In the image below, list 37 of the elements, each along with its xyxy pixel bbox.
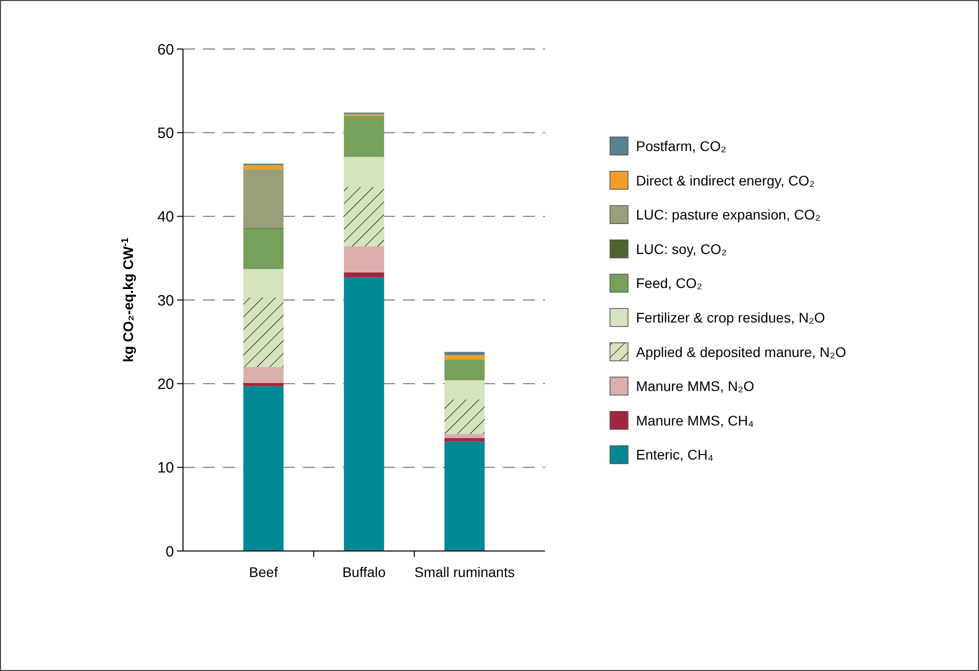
y-tick-label: 0: [166, 543, 174, 560]
x-tick-label: Beef: [249, 564, 278, 580]
bar: [444, 438, 485, 442]
legend-label: Manure MMS, N₂O: [636, 378, 754, 394]
bar: [344, 277, 384, 551]
bar: [243, 169, 284, 228]
legend-label: Feed, CO₂: [636, 275, 702, 292]
bar: [444, 355, 485, 360]
bar: [243, 228, 284, 270]
bar: [243, 366, 284, 383]
bar: [344, 116, 384, 157]
legend-label: Enteric, CH₄: [636, 446, 714, 463]
bar: [444, 380, 485, 400]
bar: [444, 359, 485, 380]
bar: [243, 269, 284, 298]
y-tick-label: 20: [157, 376, 174, 393]
legend-label: Fertilizer & crop residues, N₂O: [636, 310, 826, 326]
x-tick-label: Buffalo: [342, 564, 386, 580]
bar: [344, 156, 384, 188]
y-tick-label: 10: [157, 460, 174, 477]
y-tick-label: 50: [157, 124, 174, 142]
legend-label: Applied & deposited manure, N₂O: [636, 344, 846, 360]
y-tick-label: 60: [157, 41, 174, 58]
y-tick-label: 30: [157, 292, 174, 310]
bar: [344, 272, 384, 278]
legend-label: Postfarm, CO₂: [636, 138, 726, 154]
bar: [243, 165, 284, 170]
y-tick-label: 40: [157, 208, 174, 226]
bar: [344, 246, 384, 272]
bar: [444, 434, 485, 438]
legend-label: Manure MMS, CH₄: [636, 412, 754, 428]
x-tick-label: Small ruminants: [414, 564, 515, 580]
legend-label: Direct & indirect energy, CO₂: [636, 172, 815, 188]
bar: [444, 441, 485, 551]
legend-label: LUC: soy, CO₂: [636, 240, 727, 257]
legend-label: LUC: pasture expansion, CO₂: [636, 206, 820, 223]
bar: [243, 386, 284, 551]
